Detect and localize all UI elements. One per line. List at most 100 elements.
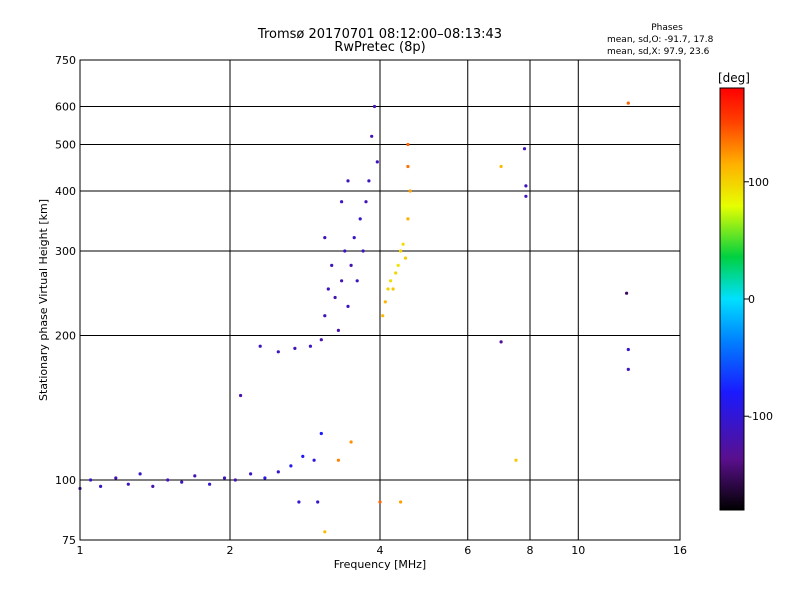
data-point <box>406 217 410 221</box>
data-point <box>258 344 262 348</box>
data-point <box>193 474 197 478</box>
data-point <box>222 476 227 480</box>
colorbar <box>719 87 745 511</box>
data-point <box>367 179 371 183</box>
data-point <box>323 530 327 534</box>
data-point <box>524 184 528 188</box>
data-point <box>297 500 301 504</box>
data-point <box>346 179 350 183</box>
colorbar-tick-label: -100 <box>748 410 773 423</box>
data-point <box>208 482 212 486</box>
data-point <box>358 217 362 221</box>
data-point <box>336 328 340 332</box>
phase-stats-header: Phases <box>651 23 683 33</box>
data-point <box>326 287 330 291</box>
data-point <box>499 164 503 169</box>
y-tick-label: 200 <box>55 330 76 343</box>
data-point <box>401 242 405 246</box>
data-point <box>316 500 320 504</box>
data-point <box>349 263 353 267</box>
colorbar-label: [deg] <box>718 71 750 85</box>
phase-stats-x: mean, sd,X: 97.9, 23.6 <box>607 47 710 57</box>
colorbar-tick-label: 0 <box>748 293 755 306</box>
data-point <box>330 263 334 267</box>
data-point <box>333 295 337 300</box>
data-point <box>249 472 253 476</box>
data-point <box>626 347 630 352</box>
phase-stats: Phases mean, sd,O: -91.7, 17.8 mean, sd,… <box>607 22 727 58</box>
data-point <box>312 458 316 462</box>
x-tick-label: 16 <box>673 544 687 557</box>
data-point <box>625 291 629 295</box>
y-tick-label: 750 <box>55 54 76 67</box>
data-point <box>289 464 293 468</box>
phase-stats-o: mean, sd,O: -91.7, 17.8 <box>607 35 714 45</box>
data-point <box>276 350 280 354</box>
data-point <box>138 472 142 476</box>
y-tick-label: 600 <box>55 101 76 114</box>
data-point <box>514 458 518 462</box>
data-point <box>361 249 365 253</box>
data-point <box>403 256 408 260</box>
data-point <box>355 279 359 283</box>
data-point <box>301 454 305 458</box>
x-tick-label: 4 <box>377 544 384 557</box>
colorbar-tick-label: 100 <box>748 176 769 189</box>
data-point <box>399 249 403 253</box>
data-point <box>263 476 267 480</box>
data-point <box>399 500 403 504</box>
data-point <box>340 279 344 283</box>
data-point <box>319 431 323 436</box>
data-point <box>378 500 382 504</box>
data-point <box>89 478 93 482</box>
data-point <box>626 101 630 105</box>
y-tick-label: 400 <box>55 185 76 198</box>
plot-frame <box>79 59 681 541</box>
data-point <box>323 236 327 240</box>
data-point <box>386 287 390 291</box>
y-tick-label: 75 <box>62 534 76 547</box>
y-tick-label: 100 <box>55 474 76 487</box>
data-point <box>406 142 410 147</box>
data-point <box>391 287 395 291</box>
y-tick-label: 500 <box>55 139 76 152</box>
x-tick-label: 8 <box>527 544 534 557</box>
data-point <box>381 314 385 318</box>
data-point <box>239 393 243 398</box>
data-point <box>323 314 327 318</box>
data-point <box>319 338 323 342</box>
data-point <box>375 160 379 164</box>
data-point <box>166 478 170 482</box>
data-point <box>408 189 412 193</box>
data-point <box>626 367 630 371</box>
data-point <box>180 480 184 484</box>
data-point <box>349 440 353 444</box>
x-axis: 1 2 4 6 8 10 16 <box>77 544 688 557</box>
data-point <box>308 344 312 348</box>
x-tick-label: 2 <box>227 544 234 557</box>
data-point <box>383 300 387 304</box>
x-tick-label: 6 <box>464 544 471 557</box>
data-point <box>233 478 237 482</box>
data-point <box>522 147 527 151</box>
data-point <box>364 200 368 204</box>
data-point <box>352 236 356 240</box>
data-point <box>293 346 297 350</box>
data-point <box>372 104 377 109</box>
data-point <box>346 304 350 308</box>
y-axis-label: Stationary phase Virtual Height [km] <box>37 199 50 401</box>
data-point <box>340 200 344 204</box>
chart-subtitle: RwPretec (8p) <box>334 40 426 55</box>
data-point <box>389 279 393 283</box>
data-point <box>336 458 340 462</box>
x-tick-label: 10 <box>571 544 585 557</box>
data-point <box>114 476 118 480</box>
grid-layer <box>79 60 681 540</box>
data-point <box>406 164 410 169</box>
y-tick-label: 300 <box>55 245 76 258</box>
data-point <box>396 263 400 267</box>
data-point <box>151 484 155 488</box>
data-point <box>499 340 503 344</box>
chart-title: Tromsø 20170701 08:12:00–08:13:43 <box>257 27 503 42</box>
